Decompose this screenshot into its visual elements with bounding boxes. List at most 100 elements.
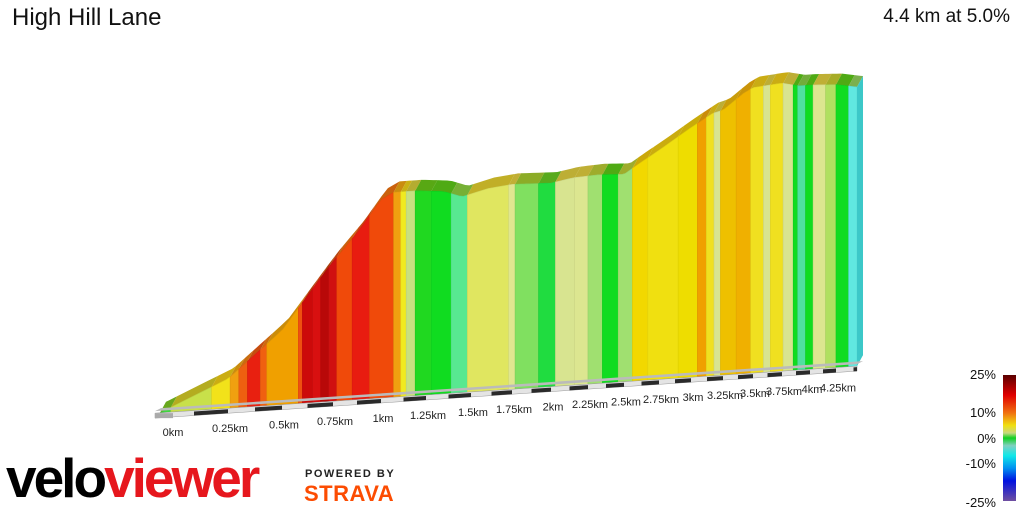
x-tick-label: 2.25km [572, 399, 608, 411]
gradient-segment[interactable] [647, 136, 679, 381]
segment-top-face [298, 291, 309, 309]
legend-label-0: 0% [977, 431, 996, 446]
gradient-segment[interactable] [260, 343, 268, 407]
segment-top-face [825, 73, 842, 85]
baseline-dash [531, 387, 551, 393]
segment-top-face [555, 166, 581, 183]
gradient-segment[interactable] [587, 174, 603, 385]
segment-top-face [431, 180, 458, 194]
segment-top-face [415, 179, 438, 192]
gradient-segment[interactable] [735, 88, 751, 375]
baseline-dash [491, 390, 512, 396]
segment-top-face [247, 338, 267, 362]
segment-top-face [797, 74, 812, 86]
gradient-segment[interactable] [805, 84, 814, 370]
gradient-segment[interactable] [320, 266, 330, 403]
gradient-segment[interactable] [770, 82, 784, 373]
gradient-segment[interactable] [538, 181, 556, 388]
segment-top-face [393, 180, 407, 193]
gradient-segment[interactable] [312, 276, 322, 403]
gradient-segment[interactable] [750, 85, 764, 374]
x-tick-label: 0.5km [269, 419, 299, 431]
legend-label-25: 25% [969, 367, 996, 382]
gradient-segment[interactable] [677, 122, 698, 379]
x-tick-label: 1.25km [410, 410, 446, 422]
baseline-dash [357, 398, 381, 405]
gradient-segment[interactable] [763, 84, 771, 373]
gradient-segment[interactable] [328, 256, 338, 402]
x-tick-label: 0km [163, 427, 184, 439]
baseline-dash [823, 368, 836, 374]
gradient-segment[interactable] [555, 177, 575, 387]
segment-top-face [813, 73, 832, 86]
gradient-segment[interactable] [431, 190, 452, 395]
gradient-segment[interactable] [812, 84, 826, 370]
gradient-segment[interactable] [574, 175, 589, 386]
x-tick-label: 3km [683, 392, 704, 404]
segment-top-face [467, 173, 515, 196]
gradient-segment[interactable] [825, 84, 837, 369]
baseline-dash [307, 402, 333, 408]
baseline-dash [403, 395, 426, 402]
baseline-dash [707, 376, 723, 382]
segment-top-face [697, 106, 713, 124]
legend-label-10: 10% [969, 405, 996, 420]
gradient-segment[interactable] [414, 190, 432, 397]
profile-segments [159, 72, 863, 414]
strava-logo[interactable]: STRAVA [304, 481, 395, 506]
gradient-segment[interactable] [514, 183, 539, 390]
logo-velo: velo [6, 447, 107, 509]
gradient-segment[interactable] [266, 307, 299, 406]
gradient-segment[interactable] [792, 84, 798, 371]
gradient-segment[interactable] [508, 183, 516, 390]
gradient-segment[interactable] [848, 85, 858, 367]
gradient-segment[interactable] [835, 84, 849, 368]
segment-top-face [678, 112, 704, 137]
x-tick-label: 2km [543, 401, 564, 413]
gradient-segment[interactable] [393, 191, 402, 398]
x-tick-label: 2.75km [643, 394, 679, 406]
gradient-segment[interactable] [369, 191, 394, 400]
gradient-segment[interactable] [797, 85, 806, 371]
gradient-segment[interactable] [602, 174, 619, 384]
baseline-start-block [155, 413, 173, 419]
segment-top-face [763, 73, 777, 87]
gradient-segment[interactable] [302, 287, 313, 404]
x-tick-label: 3.5km [740, 388, 770, 400]
segment-top-face [714, 99, 727, 113]
segment-top-face [588, 163, 609, 177]
gradient-segment[interactable] [782, 82, 794, 372]
veloviewer-logo[interactable]: veloviewer [6, 446, 260, 510]
gradient-segment[interactable] [351, 214, 370, 401]
logo-viewer: viewer [104, 447, 260, 509]
segment-top-face [369, 181, 400, 216]
gradient-segment[interactable] [697, 117, 707, 378]
segment-top-face [451, 182, 474, 197]
x-tick-label: 0.25km [212, 423, 248, 435]
gradient-segment[interactable] [617, 167, 633, 383]
gradient-segment[interactable] [632, 157, 649, 382]
segment-top-face [211, 365, 237, 387]
climb-summary: 4.4 km at 5.0% [883, 6, 1010, 27]
baseline-dash [767, 372, 782, 378]
segment-top-face [538, 171, 562, 184]
gradient-segment[interactable] [298, 301, 303, 404]
gradient-segment[interactable] [450, 193, 468, 394]
gradient-segment[interactable] [713, 110, 721, 376]
gradient-segment[interactable] [336, 237, 353, 402]
x-tick-label: 1.5km [458, 407, 488, 419]
distance-tick-labels: 0km 0.25km 0.5km 0.75km 1km 1.25km 1.5km 1.75km… [163, 382, 856, 439]
segment-top-face [260, 332, 273, 350]
powered-by-label: POWERED BY [305, 468, 396, 480]
gradient-segment[interactable] [238, 360, 248, 408]
segment-top-face [508, 173, 522, 185]
baseline-dash [606, 382, 624, 388]
segment-top-face [515, 172, 545, 185]
gradient-segment[interactable] [706, 112, 715, 377]
gradient-segment[interactable] [720, 98, 737, 376]
baseline-dash [738, 374, 753, 380]
gradient-segment[interactable] [467, 184, 510, 393]
gradient-segment[interactable] [405, 190, 416, 397]
gradient-segment[interactable] [400, 191, 407, 397]
